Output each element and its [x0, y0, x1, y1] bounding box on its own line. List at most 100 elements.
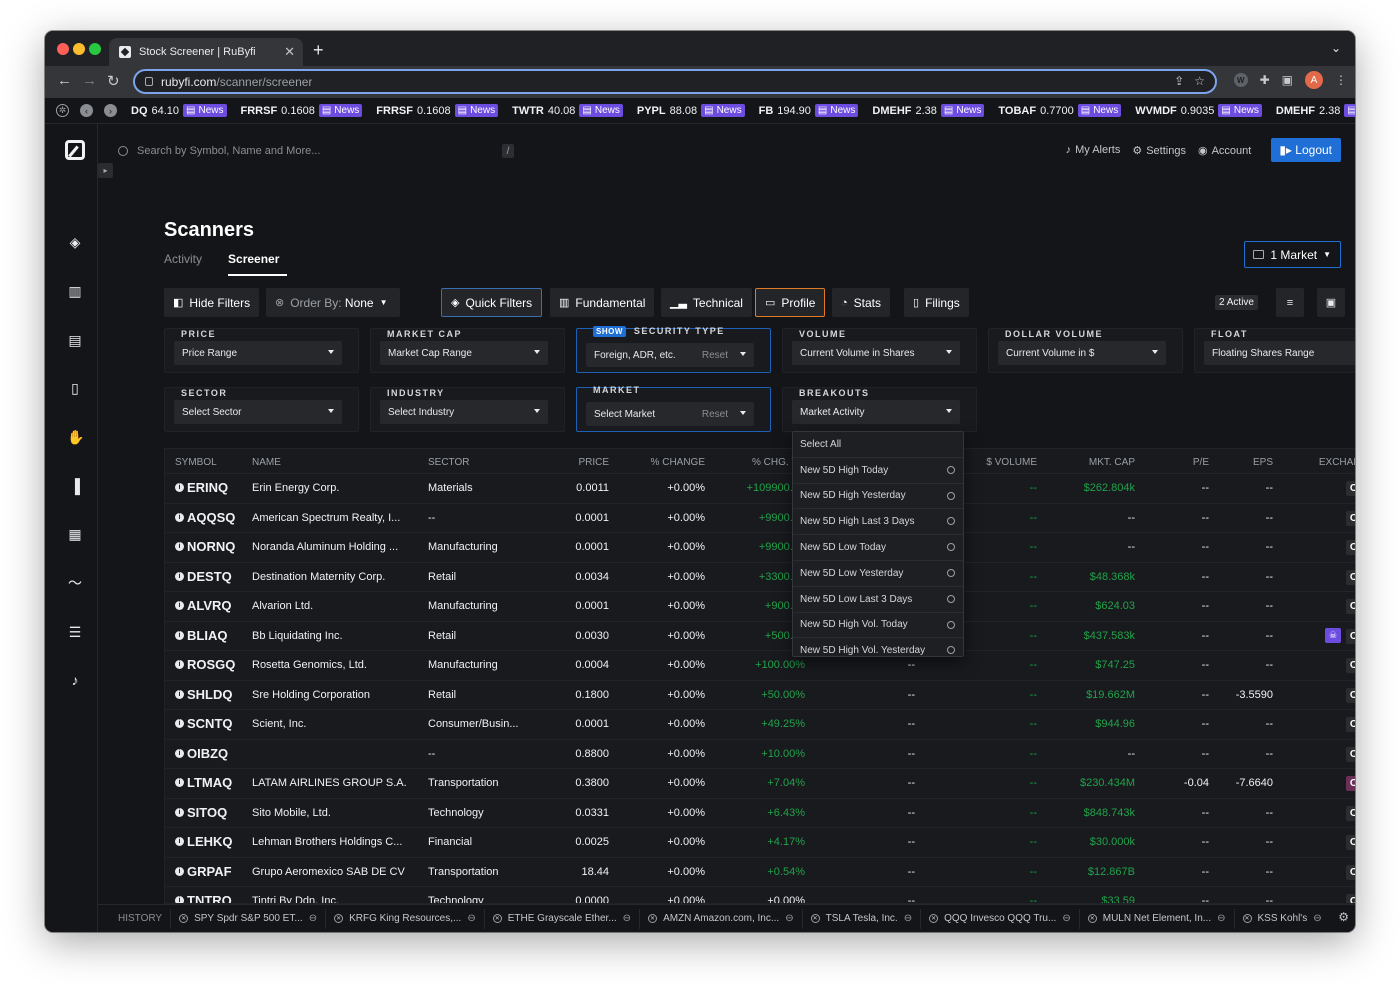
ticker-prev-icon[interactable]: ‹ [80, 104, 93, 117]
reset-button[interactable]: Reset [701, 408, 728, 420]
column-header[interactable]: EXCHANGE [1318, 457, 1355, 468]
breakout-option[interactable]: New 5D High Vol. Yesterday [793, 638, 963, 656]
rubyfi-logo[interactable] [65, 140, 85, 160]
breakout-option[interactable]: New 5D High Last 3 Days [793, 509, 963, 536]
back-arrow-icon[interactable]: ← [57, 72, 72, 89]
remove-history-icon[interactable]: ✕ [929, 914, 939, 923]
remove-history-icon[interactable]: ✕ [1242, 914, 1252, 923]
address-bar[interactable]: rubyfi.com/scanner/screener ⇪ ☆ [133, 69, 1217, 94]
trend-line-icon[interactable]: 〜 [68, 575, 82, 591]
stats-button[interactable]: ◔ Stats [832, 288, 891, 317]
ticker-item[interactable]: TWTR 40.08 ▤ News [512, 104, 623, 117]
my-alerts-link[interactable]: ♪ My Alerts [1066, 144, 1121, 156]
column-header[interactable]: $ VOLUME [986, 457, 1037, 468]
info-icon[interactable]: i [175, 866, 184, 876]
radio-circle-icon[interactable] [947, 491, 955, 500]
breakout-option[interactable]: New 5D High Today [793, 458, 963, 484]
filings-button[interactable]: ▯ Filings [904, 288, 969, 317]
info-icon[interactable]: i [175, 571, 184, 581]
bookmark-star-icon[interactable]: ☆ [1194, 74, 1205, 88]
symbol-cell[interactable]: GRPAF [187, 863, 232, 879]
column-header[interactable]: SECTOR [428, 457, 470, 468]
minimize-window-button[interactable] [73, 43, 85, 55]
column-header[interactable]: EPS [1252, 457, 1273, 468]
ticker-item[interactable]: FRRSF 0.1608 ▤ News [241, 104, 363, 117]
info-icon[interactable]: i [175, 837, 184, 846]
symbol-cell[interactable]: LTMAQ [187, 775, 233, 790]
table-row[interactable]: i BLIAQ Bb Liquidating Inc. Retail 0.0030 +0.… [165, 620, 1355, 651]
info-icon[interactable]: i [175, 896, 184, 903]
symbol-cell[interactable]: SHLDQ [187, 686, 233, 702]
news-badge[interactable]: ▤News [940, 104, 985, 117]
info-icon[interactable]: i [175, 719, 184, 728]
search-input[interactable]: Search by Symbol, Name and More... [137, 145, 321, 157]
news-badge[interactable]: ▤News [701, 104, 745, 117]
tab-activity[interactable]: Activity [164, 252, 203, 266]
save-icon[interactable]: ▣ [1317, 288, 1345, 317]
profile-avatar[interactable]: A [1305, 71, 1323, 89]
info-icon[interactable]: i [175, 542, 184, 551]
history-item[interactable]: ✕ MULN Net Element, In... ⊖ [1078, 908, 1234, 929]
news-badge[interactable]: ▤News [318, 104, 363, 117]
extension-w-icon[interactable]: W [1233, 73, 1248, 87]
filter-select[interactable]: Select Industry [380, 400, 548, 424]
logout-button[interactable]: ▮▸ Logout [1271, 138, 1341, 162]
symbol-cell[interactable]: NORNQ [187, 539, 236, 554]
info-icon[interactable]: i [175, 778, 184, 787]
filter-select[interactable]: Current Volume in Shares [792, 341, 960, 365]
table-row[interactable]: i LTMAQ LATAM AIRLINES GROUP S.A. Transport… [165, 768, 1355, 798]
sidepanel-icon[interactable]: ▣ [1281, 73, 1293, 87]
bell-icon[interactable]: ♪ [71, 672, 79, 688]
account-link[interactable]: ◉ Account [1198, 144, 1251, 157]
symbol-cell[interactable]: LEHKQ [187, 834, 233, 849]
hide-filters-button[interactable]: ◧ Hide Filters [164, 288, 260, 317]
history-item[interactable]: ✕ ETHE Grayscale Ether... ⊖ [483, 908, 639, 929]
info-icon[interactable]: i [175, 483, 184, 492]
close-window-button[interactable] [57, 43, 69, 55]
link-icon[interactable]: ⊖ [1217, 913, 1226, 924]
link-icon[interactable]: ⊖ [903, 913, 913, 924]
symbol-cell[interactable]: ALVRQ [187, 598, 232, 613]
info-icon[interactable]: i [175, 660, 184, 669]
table-row[interactable]: i SITOQ Sito Mobile, Ltd. Technology 0.0331 +… [165, 797, 1355, 828]
link-icon[interactable]: ⊖ [622, 913, 632, 924]
news-badge[interactable]: ▤News [454, 104, 499, 117]
radio-circle-icon[interactable] [947, 517, 955, 526]
show-badge[interactable]: SHOW [593, 326, 626, 337]
filter-select[interactable]: Select Market Reset [586, 402, 754, 426]
column-header[interactable]: SYMBOL [175, 457, 217, 468]
select-all-option[interactable]: Select All [793, 432, 963, 458]
history-item[interactable]: ✕ QQQ Invesco QQQ Tru... ⊖ [920, 908, 1079, 929]
ticker-item[interactable]: WVMDF 0.9035 ▤ News [1135, 104, 1262, 117]
info-icon[interactable]: i [175, 630, 184, 640]
stats-icon[interactable]: ▐ [70, 478, 80, 494]
tab-screener[interactable]: Screener [228, 252, 288, 276]
symbol-cell[interactable]: ROSGQ [187, 657, 236, 672]
column-header[interactable]: MKT. CAP [1088, 457, 1135, 468]
symbol-cell[interactable]: TNTRQ [187, 893, 232, 904]
reload-icon[interactable]: ↻ [107, 73, 120, 90]
history-item[interactable]: ✕ KRFG King Resources,... ⊖ [325, 908, 484, 929]
filter-select[interactable]: Market Activity [792, 400, 960, 424]
ticker-item[interactable]: FB 194.90 ▤ News [759, 104, 859, 117]
history-item[interactable]: ✕ TSLA Tesla, Inc. ⊖ [801, 908, 920, 929]
filter-select[interactable]: Market Cap Range [380, 341, 548, 365]
info-icon[interactable]: i [175, 512, 184, 522]
table-row[interactable]: i NORNQ Noranda Aluminum Holding ... Manufa… [165, 532, 1355, 562]
order-by-dropdown[interactable]: ⊗ Order By: None ▼ [266, 288, 400, 317]
symbol-cell[interactable]: BLIAQ [187, 627, 228, 643]
breakout-option[interactable]: New 5D High Yesterday [793, 484, 963, 510]
link-icon[interactable]: ⊖ [308, 913, 318, 924]
bar-chart-icon[interactable]: ▥ [68, 283, 82, 299]
column-header[interactable]: PRICE [578, 457, 609, 468]
link-icon[interactable]: ⊖ [785, 913, 794, 924]
symbol-cell[interactable]: OIBZQ [187, 745, 229, 761]
remove-history-icon[interactable]: ✕ [492, 914, 502, 923]
ticker-item[interactable]: PYPL 88.08 ▤ News [637, 104, 745, 117]
share-icon[interactable]: ⇪ [1174, 74, 1185, 88]
symbol-cell[interactable]: SCNTQ [187, 716, 233, 731]
quick-filters-button[interactable]: ◈ Quick Filters [441, 288, 543, 317]
remove-history-icon[interactable]: ✕ [810, 914, 820, 923]
